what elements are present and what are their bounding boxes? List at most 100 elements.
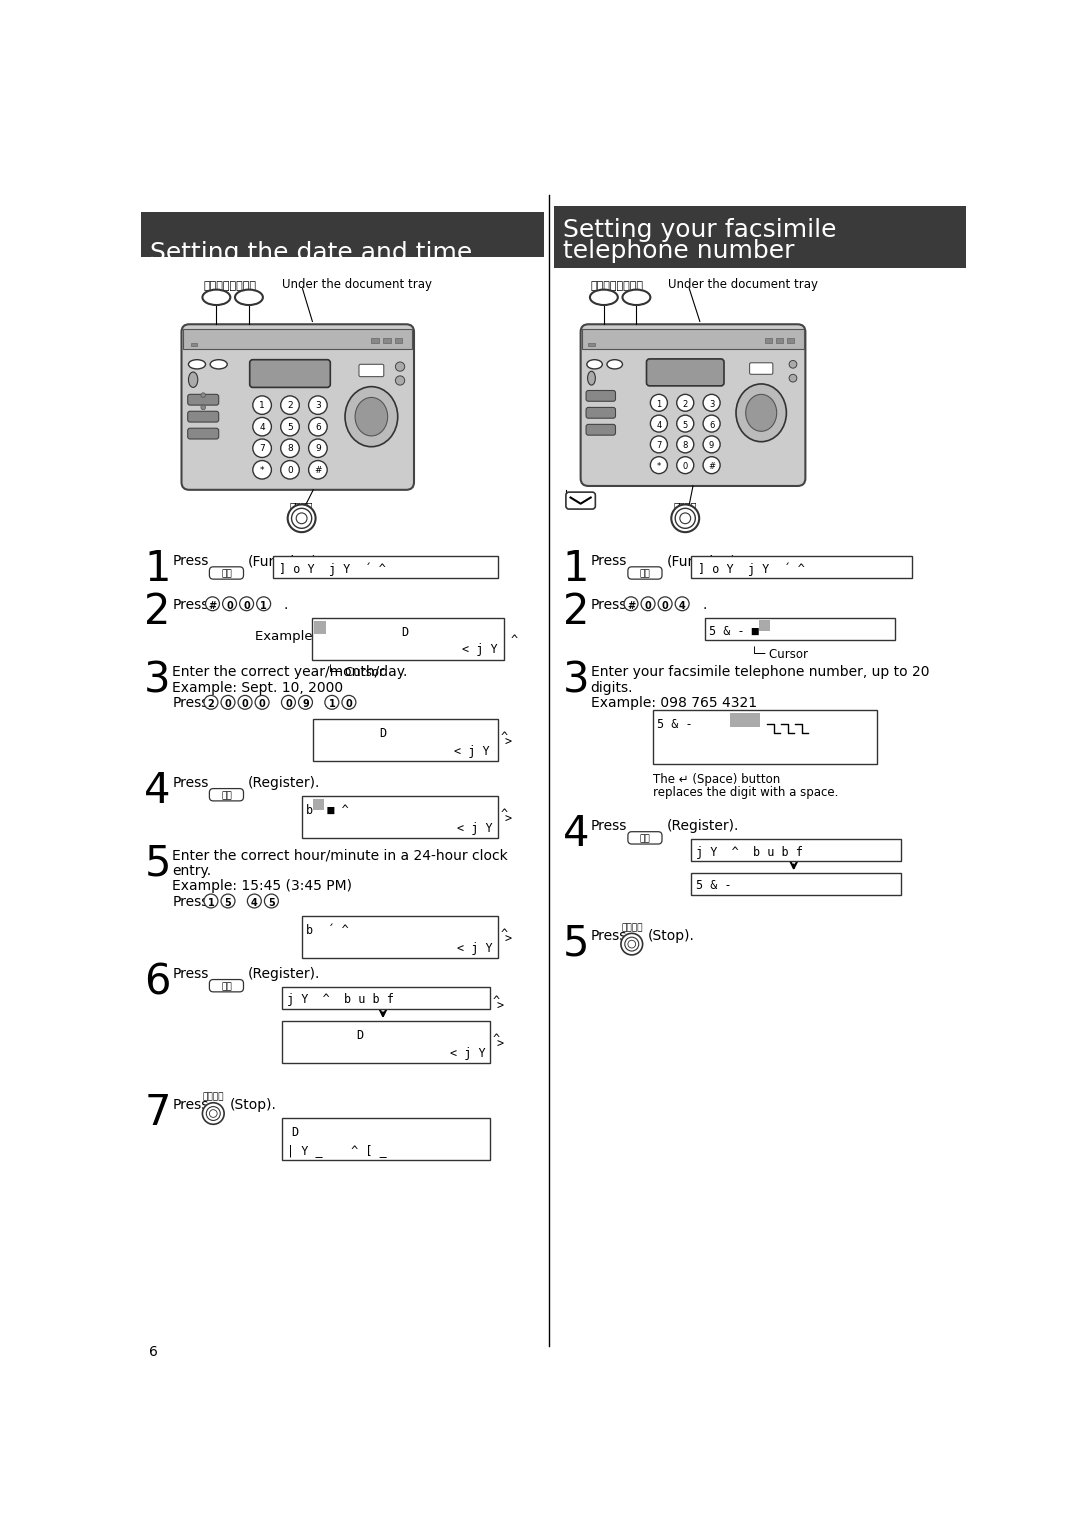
Circle shape: [672, 504, 699, 532]
Ellipse shape: [189, 359, 205, 368]
Ellipse shape: [355, 397, 388, 435]
Text: 0: 0: [226, 601, 233, 611]
Text: digits.: digits.: [591, 681, 633, 695]
Text: .: .: [284, 597, 288, 611]
Text: Under the document tray: Under the document tray: [282, 278, 432, 290]
Text: >: >: [497, 1038, 504, 1051]
Text: ^: ^: [501, 808, 508, 821]
Bar: [141, 212, 544, 257]
Text: 5: 5: [145, 842, 171, 885]
Text: 7: 7: [145, 1093, 171, 1134]
Circle shape: [650, 457, 667, 474]
Circle shape: [238, 695, 252, 709]
Circle shape: [703, 435, 720, 452]
Circle shape: [625, 937, 638, 950]
Text: 4: 4: [678, 601, 686, 611]
Text: （機能）（登録）: （機能）（登録）: [203, 281, 256, 292]
Text: j Y  ^  b u b f: j Y ^ b u b f: [287, 993, 394, 1007]
FancyBboxPatch shape: [581, 324, 806, 486]
Text: Press: Press: [591, 597, 627, 611]
Text: #: #: [314, 466, 322, 475]
Text: 2: 2: [287, 402, 293, 411]
Text: 5: 5: [563, 923, 590, 964]
Text: Under the document tray: Under the document tray: [669, 278, 819, 290]
Bar: [314, 622, 326, 634]
Circle shape: [201, 393, 205, 397]
Text: Press: Press: [172, 967, 208, 981]
Circle shape: [253, 460, 271, 480]
Circle shape: [296, 513, 307, 524]
Text: 1: 1: [207, 898, 214, 908]
Text: （機能）（登録）: （機能）（登録）: [591, 281, 644, 292]
Bar: [765, 338, 772, 342]
Text: 4: 4: [563, 813, 590, 856]
Text: 2: 2: [683, 400, 688, 408]
Text: ストップ: ストップ: [621, 923, 643, 932]
Text: >: >: [497, 1001, 504, 1013]
Bar: [312, 619, 504, 660]
Circle shape: [265, 894, 279, 908]
Text: replaces the digit with a space.: replaces the digit with a space.: [652, 787, 838, 799]
Circle shape: [281, 460, 299, 480]
Bar: [704, 619, 894, 640]
Text: 5 & - ■: 5 & - ■: [710, 625, 759, 637]
Text: 4: 4: [657, 420, 662, 429]
Text: 8: 8: [683, 442, 688, 451]
Text: Press: Press: [591, 819, 627, 833]
Bar: [313, 720, 498, 761]
Circle shape: [255, 695, 269, 709]
Circle shape: [642, 597, 656, 611]
Text: 5: 5: [287, 423, 293, 432]
Text: 0: 0: [225, 700, 231, 709]
Text: 5: 5: [268, 898, 274, 908]
Text: ストップ: ストップ: [289, 501, 313, 512]
Text: (Register).: (Register).: [248, 967, 321, 981]
Text: Press: Press: [172, 597, 208, 611]
Ellipse shape: [202, 290, 230, 306]
Circle shape: [206, 1106, 220, 1120]
FancyBboxPatch shape: [188, 411, 218, 422]
Text: 3: 3: [708, 400, 714, 408]
Text: < j Y: < j Y: [462, 643, 498, 656]
FancyBboxPatch shape: [210, 979, 243, 992]
Circle shape: [627, 940, 636, 947]
Text: 1: 1: [563, 549, 590, 590]
Circle shape: [342, 695, 356, 709]
FancyBboxPatch shape: [566, 492, 595, 509]
Circle shape: [789, 374, 797, 382]
Circle shape: [703, 416, 720, 432]
FancyBboxPatch shape: [249, 359, 330, 388]
Text: ^: ^: [494, 995, 500, 1008]
Text: Press: Press: [172, 1099, 208, 1112]
Text: ^: ^: [501, 927, 508, 941]
Text: (Function).: (Function).: [666, 555, 741, 568]
Bar: [282, 1118, 490, 1160]
Circle shape: [789, 361, 797, 368]
Text: 4: 4: [145, 770, 171, 811]
Text: b  ■ ^: b ■ ^: [307, 804, 349, 817]
Text: Enter your facsimile telephone number, up to 20: Enter your facsimile telephone number, u…: [591, 665, 929, 680]
Bar: [652, 711, 877, 764]
Circle shape: [325, 695, 339, 709]
Text: 0: 0: [346, 700, 352, 709]
Text: 登録: 登録: [221, 983, 232, 990]
Text: 6: 6: [708, 420, 714, 429]
Text: 0: 0: [285, 700, 292, 709]
Circle shape: [253, 439, 271, 457]
Text: < j Y: < j Y: [458, 941, 494, 955]
Circle shape: [650, 416, 667, 432]
Text: < j Y: < j Y: [455, 744, 490, 758]
Text: 6: 6: [149, 1345, 158, 1358]
Text: 3: 3: [563, 659, 590, 701]
Text: >: >: [504, 934, 512, 946]
Text: 登録: 登録: [221, 792, 232, 799]
Text: < j Y: < j Y: [449, 1047, 485, 1059]
Text: Press: Press: [172, 697, 208, 711]
Circle shape: [624, 597, 638, 611]
Ellipse shape: [607, 359, 622, 368]
Text: .: .: [702, 597, 706, 611]
Circle shape: [257, 597, 271, 611]
Text: #: #: [208, 601, 217, 611]
Text: 9: 9: [315, 445, 321, 454]
Circle shape: [282, 695, 296, 709]
